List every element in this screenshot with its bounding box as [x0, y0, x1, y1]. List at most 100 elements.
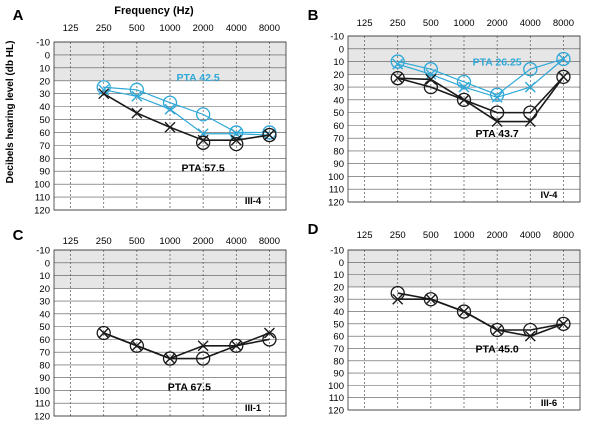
series-line-o: [397, 58, 564, 96]
y-tick-label: 30: [39, 297, 50, 308]
data-point-x: [197, 134, 209, 146]
y-tick-label: 20: [39, 76, 50, 87]
data-point-o: [229, 338, 244, 353]
y-tick-label: 0: [339, 258, 344, 269]
y-tick-label: 100: [328, 172, 344, 183]
x-tick-label: 1000: [453, 18, 474, 29]
y-tick-label: 30: [39, 89, 50, 100]
y-tick-label: 80: [333, 356, 344, 367]
y-tick-label: 110: [35, 399, 50, 410]
pta-annotation: PTA 45.0: [476, 343, 519, 355]
data-point-o: [195, 351, 211, 366]
data-point-o: [390, 54, 405, 69]
x-tick-label: 500: [423, 230, 439, 241]
x-tick-label: 2000: [487, 18, 508, 29]
data-point-x: [491, 91, 503, 103]
data-point-o: [262, 127, 277, 143]
y-tick-label: 30: [333, 295, 344, 306]
y-tick-label: 100: [34, 180, 50, 191]
plot-frame: [53, 41, 287, 211]
series-bone: [96, 80, 277, 141]
y-tick-label: 10: [333, 57, 344, 68]
pta-annotation: PTA 42.5: [177, 72, 220, 84]
y-tick-label: 120: [328, 198, 344, 209]
data-point-x: [98, 84, 110, 96]
data-point-x: [230, 134, 242, 146]
series-bone: [390, 51, 571, 103]
series-line-x: [103, 332, 270, 360]
panel-letter: C: [13, 227, 24, 244]
data-point-x: [131, 90, 143, 102]
y-tick-label: 10: [39, 271, 50, 282]
x-tick-label: 4000: [520, 18, 541, 29]
x-tick-label: 2000: [487, 230, 508, 241]
pta-annotation: PTA 43.7: [476, 128, 519, 140]
y-tick-label: -10: [330, 246, 344, 257]
data-point-x: [98, 327, 110, 339]
data-point-x: [557, 71, 569, 83]
panel-letter: A: [13, 7, 24, 24]
subject-label: III-6: [541, 398, 557, 409]
data-point-x: [425, 68, 437, 80]
y-tick-label: 0: [339, 44, 344, 55]
y-tick-label: 90: [39, 373, 50, 384]
y-axis-title: Decibels hearing level (db HL): [5, 41, 16, 184]
pta-annotation: PTA 57.5: [182, 162, 225, 174]
data-point-x: [524, 81, 536, 93]
y-tick-label: 40: [39, 309, 50, 320]
x-tick-label: 125: [357, 18, 373, 29]
series-line-x: [103, 93, 270, 142]
y-tick-label: 110: [35, 193, 50, 204]
data-point-x: [164, 353, 176, 365]
y-tick-label: 60: [333, 121, 344, 132]
y-tick-label: 40: [333, 307, 344, 318]
y-tick-label: 120: [34, 412, 50, 423]
data-point-x: [263, 327, 275, 339]
data-point-o: [423, 79, 439, 95]
subject-label: III-4: [245, 196, 262, 207]
y-tick-label: 10: [333, 270, 344, 281]
y-tick-label: 90: [39, 167, 50, 178]
x-tick-label: 500: [129, 236, 145, 247]
data-point-o: [423, 292, 439, 307]
data-point-x: [458, 81, 470, 93]
data-point-o: [456, 74, 472, 90]
series-line-o: [103, 332, 270, 360]
series-air: [96, 325, 277, 366]
data-point-o: [456, 304, 472, 319]
x-tick-label: 8000: [553, 230, 574, 241]
panel-letter: D: [308, 221, 319, 238]
y-tick-label: 70: [39, 141, 50, 152]
x-tick-label: 1000: [159, 23, 180, 34]
y-tick-label: 0: [45, 258, 50, 269]
x-tick-label: 250: [390, 230, 406, 241]
data-point-o: [229, 136, 244, 152]
series-line-x: [103, 89, 270, 136]
data-point-x: [98, 88, 110, 100]
data-point-x: [557, 53, 569, 65]
x-tick-label: 8000: [259, 23, 280, 34]
normal-range-band: [54, 250, 286, 289]
data-point-x: [458, 94, 470, 106]
data-point-x: [524, 330, 536, 342]
y-tick-label: 70: [333, 344, 344, 355]
subject-label: IV-4: [541, 190, 559, 201]
series-air: [98, 88, 277, 152]
plot-frame: [53, 249, 287, 417]
y-tick-label: 120: [34, 206, 50, 217]
y-tick-label: 20: [333, 282, 344, 293]
data-point-x: [557, 318, 569, 330]
data-point-o: [489, 87, 505, 102]
data-point-x: [131, 107, 143, 119]
data-point-x: [197, 340, 209, 352]
y-tick-label: -10: [36, 246, 50, 257]
plot-frame: [347, 35, 581, 203]
y-tick-label: -10: [36, 38, 50, 49]
y-tick-label: 50: [39, 322, 50, 333]
data-point-o: [96, 325, 111, 341]
pta-annotation: PTA 26.25: [473, 57, 522, 69]
y-tick-label: 30: [333, 83, 344, 94]
x-tick-label: 250: [390, 18, 406, 29]
